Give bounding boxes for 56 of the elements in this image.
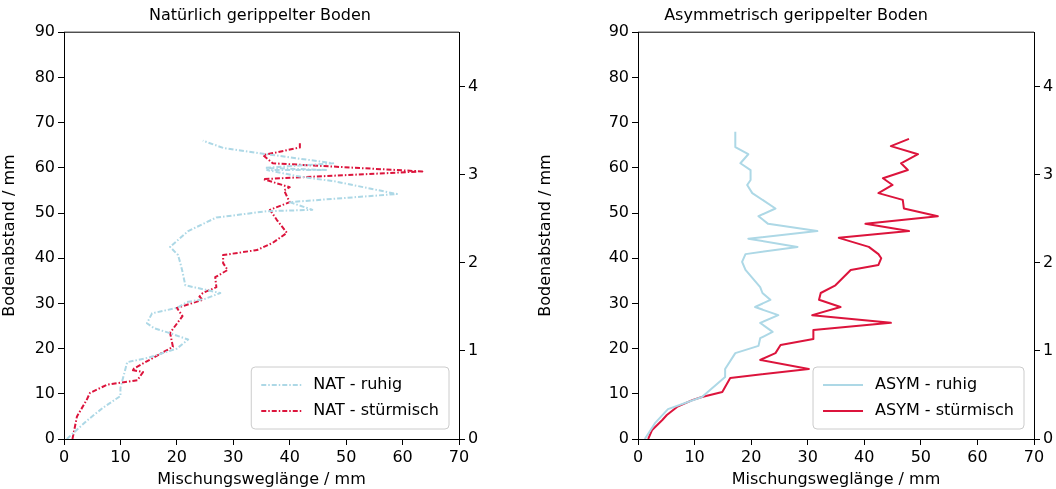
chart-title: Natürlich gerippelter Boden <box>149 4 371 24</box>
x-axis-title: Mischungsweglänge / mm <box>731 468 941 488</box>
legend-label: NAT - stürmisch <box>313 400 440 420</box>
y-tick-label: 90 <box>608 21 629 41</box>
x-tick-label: 0 <box>632 446 644 466</box>
legend-label: ASYM - ruhig <box>875 374 978 394</box>
y-tick-label: 80 <box>608 66 629 86</box>
y-tick-label: 50 <box>608 202 629 222</box>
y2-tick-label: 0 <box>468 428 479 448</box>
y-tick-label: 40 <box>608 247 629 267</box>
y-tick-label: 20 <box>608 337 629 357</box>
y-tick-label: 0 <box>618 428 629 448</box>
x-tick-label: 20 <box>740 446 762 466</box>
y-tick-label: 60 <box>608 156 629 176</box>
y-tick-label: 90 <box>34 21 55 41</box>
x-tick-label: 10 <box>684 446 705 466</box>
x-tick-label: 30 <box>223 446 244 466</box>
y2-tick-label: 4 <box>468 75 479 95</box>
y2-tick-label: 2 <box>1043 251 1054 271</box>
x-tick-label: 50 <box>335 446 357 466</box>
y-axis-title: Bodenabstand / mm <box>534 154 554 317</box>
x-tick-label: 40 <box>279 446 300 466</box>
y-tick-label: 30 <box>34 292 55 312</box>
x-tick-label: 40 <box>854 446 875 466</box>
x-tick-label: 50 <box>910 446 932 466</box>
x-tick-label: 10 <box>110 446 131 466</box>
x-tick-label: 60 <box>392 446 413 466</box>
y-axis-title: Bodenabstand / mm <box>0 154 18 317</box>
y-tick-label: 70 <box>608 111 629 131</box>
y-tick-label: 50 <box>34 202 55 222</box>
y-tick-label: 80 <box>34 66 55 86</box>
y2-tick-label: 2 <box>468 251 479 271</box>
y2-tick-label: 1 <box>1043 340 1054 360</box>
y2-tick-label: 0 <box>1043 428 1054 448</box>
y-tick-label: 60 <box>34 156 55 176</box>
y-tick-label: 30 <box>608 292 629 312</box>
x-tick-label: 20 <box>166 446 188 466</box>
y2-tick-label: 1 <box>468 340 479 360</box>
y-tick-label: 20 <box>34 337 55 357</box>
x-tick-label: 0 <box>58 446 70 466</box>
x-axis-title: Mischungsweglänge / mm <box>157 468 366 488</box>
x-tick-label: 70 <box>448 446 470 466</box>
y2-tick-label: 3 <box>1043 163 1054 183</box>
x-tick-label: 60 <box>967 446 988 466</box>
chart-title: Asymmetrisch gerippelter Boden <box>664 4 928 24</box>
y-tick-label: 10 <box>608 382 629 402</box>
y-tick-label: 40 <box>34 247 55 267</box>
y2-tick-label: 3 <box>468 163 479 183</box>
legend-label: ASYM - stürmisch <box>875 400 1015 420</box>
y-tick-label: 10 <box>34 382 55 402</box>
y-tick-label: 70 <box>34 111 55 131</box>
x-tick-label: 30 <box>797 446 818 466</box>
y-tick-label: 0 <box>44 428 55 448</box>
legend-label: NAT - ruhig <box>313 374 403 394</box>
x-tick-label: 70 <box>1023 446 1045 466</box>
y2-tick-label: 4 <box>1043 75 1054 95</box>
